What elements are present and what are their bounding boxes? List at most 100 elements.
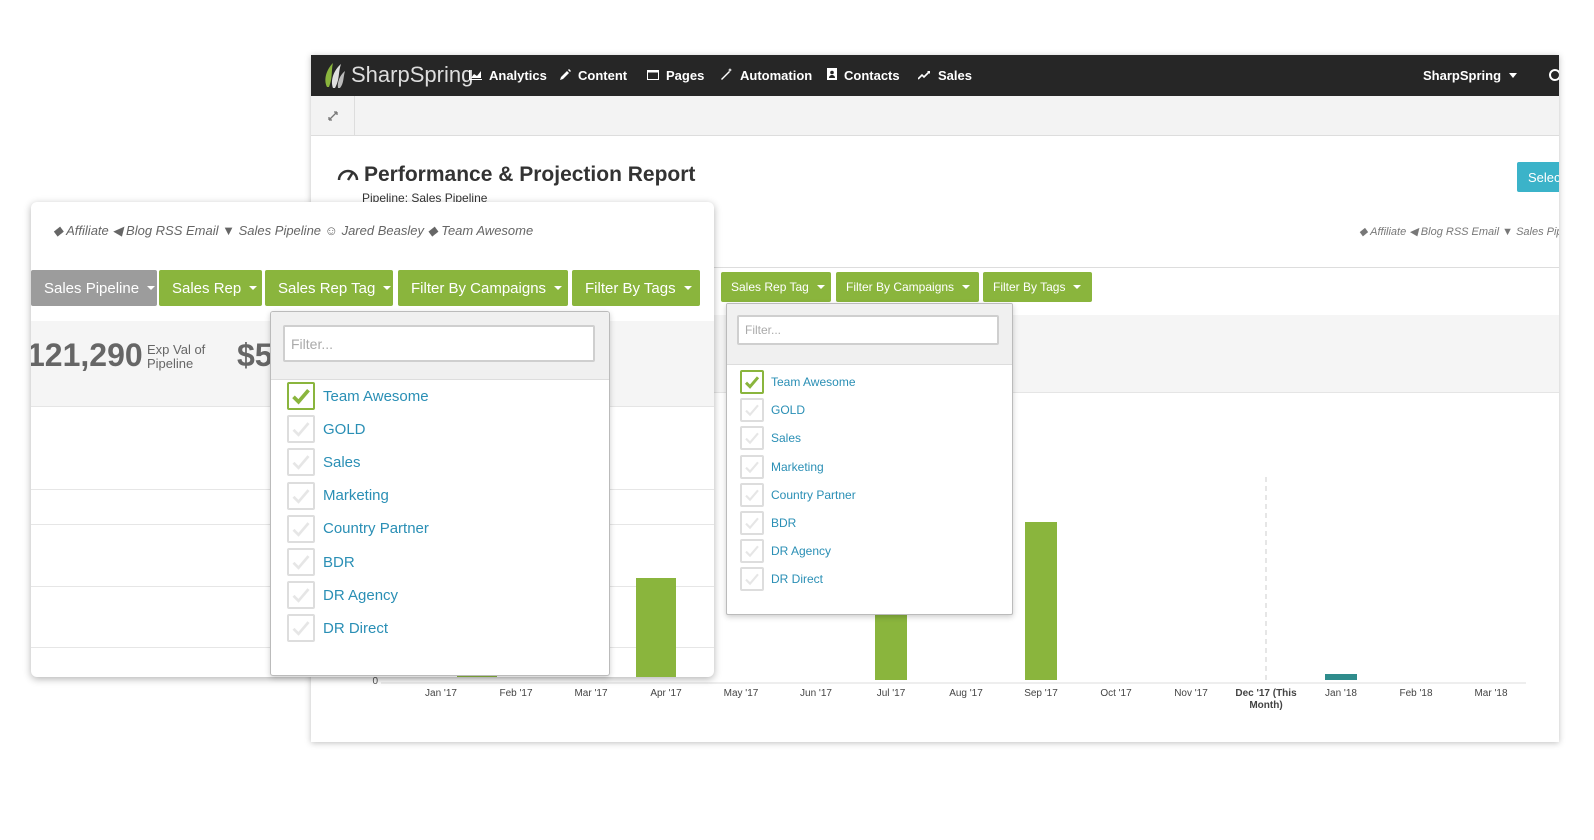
toolbar — [311, 96, 1559, 136]
filter-by-tags-button-back[interactable]: Filter By Tags — [983, 272, 1092, 302]
caret-down-icon — [383, 286, 392, 290]
checkbox[interactable] — [740, 482, 764, 507]
checkbox[interactable] — [740, 539, 764, 564]
tag-option-sales[interactable]: Sales — [287, 448, 361, 477]
sales-rep-button[interactable]: Sales Rep — [159, 270, 262, 306]
chart-bar-zoomed — [636, 578, 676, 677]
x-tick-label: Nov '17 — [1174, 688, 1208, 699]
checkbox[interactable] — [740, 454, 764, 479]
tag-option-team-awesome[interactable]: Team Awesome — [740, 370, 856, 394]
bar-chart-icon — [469, 69, 482, 83]
pipeline-value: 121,290 — [31, 337, 143, 373]
gauge-icon — [337, 163, 359, 187]
checkbox[interactable] — [287, 581, 315, 610]
tag-option-country-partner[interactable]: Country Partner — [740, 482, 856, 507]
nav-content[interactable]: Content — [560, 55, 627, 96]
trend-line-icon — [917, 69, 931, 83]
help-icon[interactable] — [1549, 69, 1559, 81]
sales-pipeline-button[interactable]: Sales Pipeline — [31, 270, 157, 306]
checkbox[interactable] — [287, 382, 315, 410]
address-book-icon — [827, 68, 837, 83]
tag-option-label: Marketing — [771, 459, 824, 474]
x-tick-label: Feb '17 — [499, 688, 532, 699]
nav-sales[interactable]: Sales — [917, 55, 972, 96]
caret-down-icon — [1509, 73, 1518, 78]
checkbox[interactable] — [287, 481, 315, 510]
checkmark-icon — [292, 522, 310, 537]
tag-option-label: Sales — [323, 453, 361, 471]
select-button[interactable]: Selec — [1517, 162, 1559, 192]
nav-contacts[interactable]: Contacts — [827, 55, 900, 96]
tag-icon: ◆ — [1359, 226, 1368, 238]
filter-by-campaigns-button-back[interactable]: Filter By Campaigns — [836, 272, 979, 302]
account-menu[interactable]: SharpSpring — [1423, 55, 1518, 96]
pipeline-value-label: Exp Val of Pipeline — [147, 342, 206, 371]
checkbox[interactable] — [740, 398, 764, 423]
checkbox[interactable] — [287, 614, 315, 643]
checkmark-icon — [744, 376, 760, 389]
tag-option-gold[interactable]: GOLD — [740, 398, 806, 423]
checkmark-icon — [292, 488, 310, 504]
x-tick-label: Jun '17 — [800, 688, 832, 699]
tag-option-team-awesome[interactable]: Team Awesome — [287, 382, 429, 410]
tag-icon: ◆ — [427, 223, 438, 238]
caret-down-icon — [1073, 285, 1082, 289]
tag-option-bdr[interactable]: BDR — [287, 548, 355, 576]
checkmark-icon — [745, 517, 759, 530]
tag-option-dr-agency[interactable]: DR Agency — [740, 539, 831, 564]
tag-option-marketing[interactable]: Marketing — [287, 481, 389, 510]
tag-option-label: GOLD — [771, 403, 806, 418]
filter-by-tags-button[interactable]: Filter By Tags — [572, 270, 700, 306]
x-tick-label: May '17 — [724, 688, 759, 699]
checkbox[interactable] — [740, 370, 764, 394]
checkbox[interactable] — [287, 448, 315, 477]
tag-option-country-partner[interactable]: Country Partner — [287, 514, 429, 543]
tag-option-label: DR Agency — [323, 586, 399, 604]
caret-down-icon — [962, 285, 971, 289]
sharpspring-logo[interactable]: SharpSpring — [321, 59, 473, 91]
x-tick-label: Sep '17 — [1024, 688, 1058, 699]
tag-option-dr-agency[interactable]: DR Agency — [287, 581, 399, 610]
nav-automation[interactable]: Automation — [721, 55, 812, 96]
checkmark-icon — [292, 555, 310, 570]
checkbox[interactable] — [740, 426, 764, 451]
filter-input[interactable] — [283, 325, 595, 362]
breadcrumb-back: ◆ Affiliate ◀ Blog RSS Email ▼ Sales Pip… — [1359, 226, 1559, 238]
tag-option-sales[interactable]: Sales — [740, 426, 801, 451]
sales-rep-tag-button-back[interactable]: Sales Rep Tag — [721, 272, 831, 302]
filter-by-campaigns-button[interactable]: Filter By Campaigns — [398, 270, 568, 306]
checkmark-icon — [292, 588, 310, 603]
pencil-icon — [560, 68, 571, 83]
tag-option-gold[interactable]: GOLD — [287, 415, 366, 444]
tag-option-label: BDR — [771, 516, 797, 530]
monthly-bar-chart: 0 Jan '17 Feb '17 Mar '17 Apr '17 May '17 Jun … — [372, 477, 1526, 711]
x-tick-label: Jan '17 — [425, 688, 457, 699]
nav-pages[interactable]: Pages — [647, 55, 704, 96]
tag-option-label: DR Direct — [323, 619, 389, 637]
page-title: Performance & Projection Report — [337, 163, 695, 187]
x-tick-label: Dec '17 (This — [1235, 688, 1297, 699]
tag-option-dr-direct[interactable]: DR Direct — [287, 614, 389, 643]
nav-analytics[interactable]: Analytics — [469, 55, 547, 96]
checkbox[interactable] — [287, 415, 315, 444]
filter-input-back[interactable] — [737, 315, 999, 345]
checkbox[interactable] — [287, 548, 315, 576]
pipeline-subtitle: Pipeline: Sales Pipeline — [362, 191, 488, 205]
tag-option-bdr[interactable]: BDR — [740, 511, 796, 535]
checkmark-icon — [292, 388, 310, 405]
tag-option-dr-direct[interactable]: DR Direct — [740, 567, 824, 592]
checkmark-icon — [745, 574, 759, 586]
tag-option-label: DR Direct — [771, 572, 824, 587]
checkbox[interactable] — [287, 514, 315, 543]
tag-option-marketing[interactable]: Marketing — [740, 454, 824, 479]
x-tick-label: Oct '17 — [1100, 688, 1132, 699]
sales-rep-tag-button[interactable]: Sales Rep Tag — [265, 270, 393, 306]
checkbox[interactable] — [740, 511, 764, 535]
expand-icon[interactable] — [311, 96, 355, 136]
tag-option-label: Team Awesome — [771, 375, 856, 389]
y-tick-label: 0 — [372, 676, 378, 687]
checkbox[interactable] — [740, 567, 764, 592]
checkmark-icon — [745, 461, 759, 473]
checkmark-icon — [745, 404, 759, 417]
checkmark-icon — [292, 621, 310, 637]
